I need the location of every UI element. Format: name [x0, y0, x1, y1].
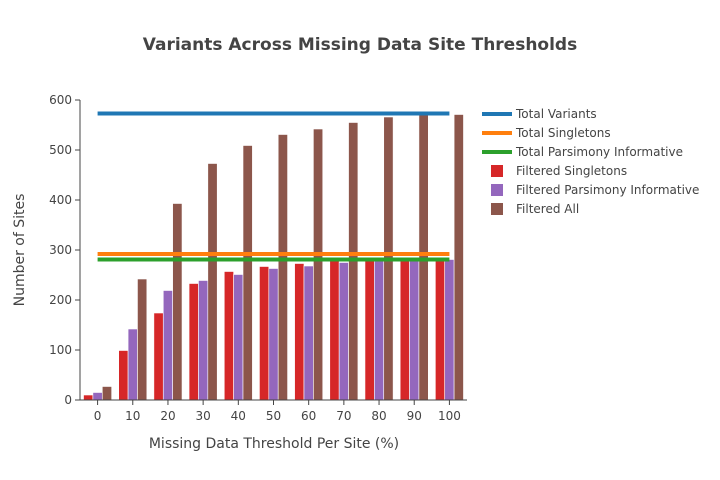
y-tick-label: 500	[49, 143, 72, 157]
y-tick-label: 300	[49, 243, 72, 257]
y-tick-label: 400	[49, 193, 72, 207]
bar-filtered-singletons-30	[188, 283, 199, 401]
legend-swatch-filtered-parsimony-informative	[491, 184, 503, 196]
bar-filtered-parsimony-informative-80	[374, 260, 385, 401]
bar-filtered-parsimony-informative-40	[233, 274, 244, 401]
bar-filtered-all-100	[453, 114, 464, 401]
x-tick-label: 60	[301, 409, 316, 423]
reference-lines	[97, 111, 450, 262]
x-axis-ticks: 0 10 20 30 40 50 60 70 80 90 100	[94, 400, 461, 423]
bar-filtered-parsimony-informative-10	[127, 328, 138, 401]
bar-filtered-parsimony-informative-100	[444, 259, 455, 401]
y-axis-title: Number of Sites	[12, 194, 28, 307]
x-tick-label: 10	[125, 409, 140, 423]
bar-filtered-parsimony-informative-90	[409, 259, 420, 401]
bar-filtered-singletons-0	[83, 394, 94, 401]
bar-filtered-singletons-20	[153, 312, 164, 401]
legend: Total Variants Total Singletons Total Pars…	[482, 107, 699, 216]
bar-filtered-all-0	[101, 386, 112, 401]
bar-filtered-singletons-10	[118, 350, 129, 401]
x-tick-label: 20	[160, 409, 175, 423]
x-tick-label: 30	[195, 409, 210, 423]
legend-label-total-parsimony-informative: Total Parsimony Informative	[515, 145, 683, 159]
bar-filtered-all-50	[277, 134, 288, 401]
bar-filtered-singletons-100	[435, 257, 446, 401]
x-tick-label: 50	[266, 409, 281, 423]
bar-filtered-parsimony-informative-20	[162, 290, 173, 401]
bar-filtered-parsimony-informative-30	[198, 280, 209, 401]
bar-filtered-all-20	[172, 203, 183, 401]
legend-label-filtered-parsimony-informative: Filtered Parsimony Informative	[516, 183, 699, 197]
legend-label-filtered-singletons: Filtered Singletons	[516, 164, 627, 178]
bar-filtered-all-30	[207, 163, 218, 401]
bar-filtered-parsimony-informative-60	[303, 265, 314, 401]
x-tick-label: 0	[94, 409, 102, 423]
y-tick-label: 600	[49, 93, 72, 107]
x-tick-label: 70	[336, 409, 351, 423]
bar-filtered-singletons-40	[223, 271, 234, 401]
legend-swatch-filtered-all	[491, 203, 503, 215]
legend-label-total-variants: Total Variants	[515, 107, 597, 121]
y-tick-label: 0	[64, 393, 72, 407]
bar-filtered-singletons-90	[399, 257, 410, 401]
bar-filtered-singletons-60	[294, 263, 305, 401]
bar-group	[83, 114, 464, 401]
y-axis-ticks: 0 100 200 300 400 500 600	[49, 93, 80, 407]
y-tick-label: 100	[49, 343, 72, 357]
legend-label-total-singletons: Total Singletons	[515, 126, 611, 140]
y-tick-label: 200	[49, 293, 72, 307]
x-tick-label: 90	[407, 409, 422, 423]
plot-area: 0 100 200 300 400 500 600 0 10 20 30 40 50 60 70 80 90 1…	[49, 93, 467, 423]
legend-swatch-filtered-singletons	[491, 165, 503, 177]
bar-filtered-parsimony-informative-50	[268, 268, 279, 401]
bar-filtered-singletons-80	[364, 258, 375, 401]
x-tick-label: 100	[438, 409, 461, 423]
bar-filtered-all-60	[313, 128, 324, 401]
legend-label-filtered-all: Filtered All	[516, 202, 579, 216]
bar-filtered-singletons-50	[259, 266, 270, 401]
bar-filtered-all-40	[242, 145, 253, 401]
bar-filtered-parsimony-informative-70	[338, 262, 349, 401]
bar-filtered-singletons-70	[329, 260, 340, 401]
bar-filtered-parsimony-informative-0	[92, 392, 103, 401]
x-tick-label: 40	[231, 409, 246, 423]
x-tick-label: 80	[371, 409, 386, 423]
bar-filtered-all-10	[137, 278, 148, 401]
chart-title: Variants Across Missing Data Site Thresh…	[143, 35, 577, 55]
x-axis-title: Missing Data Threshold Per Site (%)	[149, 436, 399, 452]
